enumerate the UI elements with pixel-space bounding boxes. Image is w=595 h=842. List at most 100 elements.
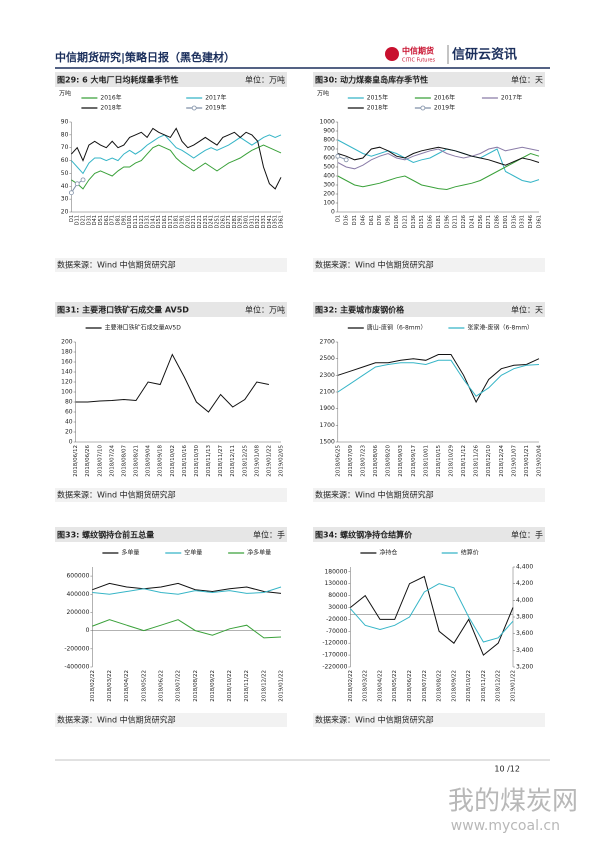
x-tick-label: D211 xyxy=(191,215,197,228)
y-tick-label: -170000 xyxy=(322,652,347,659)
x-tick-label: 2018/09/17 xyxy=(411,445,417,477)
legend-label: 空单量 xyxy=(184,549,202,557)
logo-en: CITIC Futures xyxy=(402,58,435,64)
x-tick-label: D61 xyxy=(369,215,375,225)
x-tick-label: 2019/01/22 xyxy=(266,445,272,477)
panel-title-bar xyxy=(55,72,287,87)
x-tick-label: D131 xyxy=(145,215,151,228)
x-tick-label: D16 xyxy=(344,215,350,225)
x-tick-label: 2018/06/12 xyxy=(73,445,79,477)
x-tick-label: D46 xyxy=(360,215,366,225)
x-tick-label: D166 xyxy=(428,215,434,228)
y-tick-label: 0 xyxy=(331,209,335,216)
y-tick-label: 140 xyxy=(61,369,73,376)
x-tick-label: D161 xyxy=(162,215,168,228)
x-tick-label: D141 xyxy=(150,215,156,228)
y-tick-label: 20 xyxy=(65,429,73,436)
x-tick-label: D31 xyxy=(352,215,358,225)
x-tick-label: 2018/10/16 xyxy=(182,445,188,477)
x-tick-label: 2018/12/22 xyxy=(496,670,502,702)
x-tick-label: 2018/08/06 xyxy=(373,445,379,477)
y-tick-label: 200 xyxy=(61,339,73,346)
x-tick-label: D211 xyxy=(453,215,459,228)
x-tick-label: 2018/07/24 xyxy=(109,445,115,477)
y-tick-label: -70000 xyxy=(326,628,347,635)
y-tick-label: -400000 xyxy=(64,664,89,671)
source-bar xyxy=(313,713,545,727)
series-line xyxy=(350,575,514,656)
charts: 图29: 6 大电厂日均耗煤量季节性 单位：万吨万吨203040506070809… xyxy=(55,72,545,727)
x-tick-label: D301 xyxy=(244,215,250,228)
legend-label: 2017年 xyxy=(501,94,522,102)
panel-source: 数据来源：Wind 中信期货研究部 xyxy=(57,260,176,270)
y-tick-label: 40 xyxy=(61,183,69,190)
y-tick-label: 1900 xyxy=(320,405,335,412)
y-tick-label: 100 xyxy=(61,389,73,396)
x-tick-label: D106 xyxy=(394,215,400,228)
x-tick-label: 2018/08/20 xyxy=(386,445,392,477)
x-tick-label: 2018/11/13 xyxy=(206,445,212,477)
series-line xyxy=(71,134,282,175)
y-tick-label: 1700 xyxy=(320,422,335,429)
y-tick-label: 80000 xyxy=(328,592,347,599)
x-tick-label: D111 xyxy=(133,215,139,228)
x-tick-label: D291 xyxy=(238,215,244,228)
x-tick-label: D351 xyxy=(273,215,279,228)
y-tick-label: 2300 xyxy=(320,372,335,379)
x-tick-label: 2018/05/22 xyxy=(392,670,398,702)
legend-label: 2017年 xyxy=(205,94,226,102)
series-line xyxy=(92,582,282,594)
x-tick-label: 2018/12/22 xyxy=(261,670,267,702)
x-tick-label: D331 xyxy=(520,215,526,228)
x-tick-label: 2019/02/04 xyxy=(537,445,543,477)
panel-unit: 单位：万吨 xyxy=(245,75,285,85)
x-tick-label: D11 xyxy=(75,215,81,225)
x-tick-label: 2018/07/23 xyxy=(360,445,366,477)
x-tick-label: 2018/12/10 xyxy=(486,445,492,477)
x-tick-label: D181 xyxy=(436,215,442,228)
x-tick-label: 2018/08/22 xyxy=(437,670,443,702)
panel-unit: 单位：万吨 xyxy=(245,305,285,315)
series-line xyxy=(92,619,282,639)
logo-cn: 中信期货 xyxy=(402,46,434,56)
x-tick-label: 2018/03/22 xyxy=(107,670,113,702)
x-tick-label: 2018/07/22 xyxy=(422,670,428,702)
y-tick-label: -20000 xyxy=(326,616,347,623)
panel-title: 图32: 主要城市废钢价格 xyxy=(315,305,405,315)
x-tick-label: 2018/06/22 xyxy=(158,670,164,702)
x-tick-label: D301 xyxy=(503,215,509,228)
x-tick-label: 2018/07/09 xyxy=(348,445,354,477)
y-tick-label: -120000 xyxy=(322,640,347,647)
x-tick-label: D171 xyxy=(168,215,174,228)
y-tick-label: 600 xyxy=(323,155,335,162)
x-tick-label: D361 xyxy=(279,215,285,228)
x-tick-label: 2018/02/22 xyxy=(90,670,96,702)
x-tick-label: 2018/12/25 xyxy=(242,445,248,477)
series-line xyxy=(350,583,514,643)
x-tick-label: D241 xyxy=(469,215,475,228)
legend-label: 多单量 xyxy=(121,549,139,557)
y-tick-label: 1000 xyxy=(320,119,335,126)
panel-source: 数据来源：Wind 中信期货研究部 xyxy=(57,490,176,500)
x-tick-label: 2019/01/08 xyxy=(254,445,260,477)
y-tick-label: 600000 xyxy=(66,573,89,580)
x-tick-label: D21 xyxy=(81,215,87,225)
x-tick-label: D1 xyxy=(69,215,75,222)
x-tick-label: D121 xyxy=(402,215,408,228)
y-tick-label: 50 xyxy=(61,170,69,177)
x-tick-label: 2018/03/22 xyxy=(363,670,369,702)
legend-label: 2016年 xyxy=(100,94,121,102)
legend-label: 2019年 xyxy=(434,104,455,112)
x-tick-label: D91 xyxy=(386,215,392,225)
legend-label: 2018年 xyxy=(100,104,121,112)
y-tick-label: 400000 xyxy=(66,591,89,598)
y-tick-label: 40 xyxy=(65,419,73,426)
legend-label: 张家港-废钢（6-8mm） xyxy=(467,324,533,332)
y-tick-label: 800 xyxy=(323,137,335,144)
series-marker xyxy=(74,181,80,187)
y-tick-label: 200 xyxy=(323,191,335,198)
x-tick-label: 2018/11/12 xyxy=(461,445,467,477)
y-tick-label: -220000 xyxy=(322,664,347,671)
legend-label: 唐山-废钢（6-8mm） xyxy=(367,324,427,332)
x-tick-label: 2018/10/30 xyxy=(194,445,200,477)
